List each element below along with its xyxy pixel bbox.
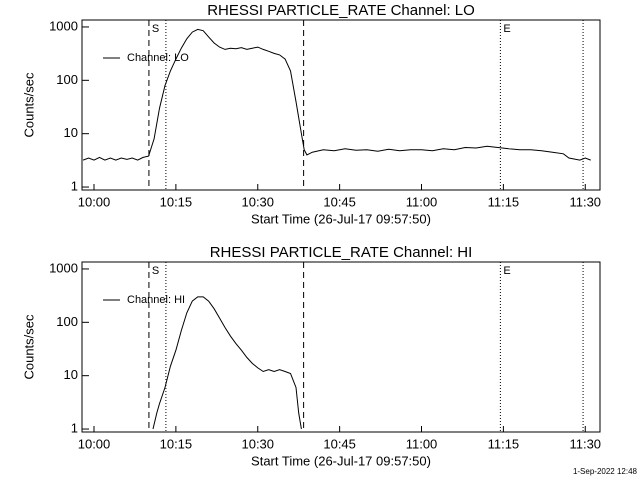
x-tick-label: 10:15 <box>160 194 193 209</box>
annotation: E <box>503 23 510 35</box>
legend-label: Channel: LO <box>127 52 189 64</box>
x-tick-label: 11:30 <box>569 194 601 209</box>
y-axis-label: Counts/sec <box>21 72 36 138</box>
annotation: S <box>152 265 159 277</box>
x-tick-label: 10:00 <box>78 436 111 451</box>
legend-label: Channel: HI <box>127 294 185 306</box>
chart-title: RHESSI PARTICLE_RATE Channel: HI <box>210 244 473 261</box>
plot-frame <box>81 19 601 191</box>
x-axis-label: Start Time (26-Jul-17 09:57:50) <box>251 453 431 468</box>
chart-title: RHESSI PARTICLE_RATE Channel: LO <box>207 2 475 19</box>
timestamp: 1-Sep-2022 12:48 <box>573 467 638 476</box>
data-line <box>152 296 302 430</box>
x-tick-label: 11:15 <box>488 194 520 209</box>
y-tick-label: 1 <box>71 178 78 193</box>
x-tick-label: 10:30 <box>241 436 274 451</box>
x-tick-label: 11:00 <box>406 436 438 451</box>
x-tick-label: 11:00 <box>406 194 438 209</box>
y-axis-label: Counts/sec <box>21 314 36 380</box>
y-tick-label: 100 <box>56 314 78 329</box>
x-tick-label: 10:45 <box>323 436 356 451</box>
x-tick-label: 11:30 <box>569 436 601 451</box>
y-tick-label: 1000 <box>49 260 78 275</box>
y-tick-label: 1000 <box>49 18 78 33</box>
x-tick-label: 10:30 <box>241 194 274 209</box>
y-tick-label: 100 <box>56 72 78 87</box>
plot-frame <box>81 261 601 433</box>
y-tick-label: 1 <box>71 420 78 435</box>
y-tick-label: 10 <box>64 125 78 140</box>
annotation: S <box>152 23 159 35</box>
x-tick-label: 10:15 <box>160 436 193 451</box>
data-line <box>82 28 591 161</box>
x-tick-label: 10:00 <box>78 194 111 209</box>
annotation: E <box>503 265 510 277</box>
y-tick-label: 10 <box>64 367 78 382</box>
x-tick-label: 10:45 <box>323 194 356 209</box>
x-axis-label: Start Time (26-Jul-17 09:57:50) <box>251 211 431 226</box>
x-tick-label: 11:15 <box>488 436 520 451</box>
